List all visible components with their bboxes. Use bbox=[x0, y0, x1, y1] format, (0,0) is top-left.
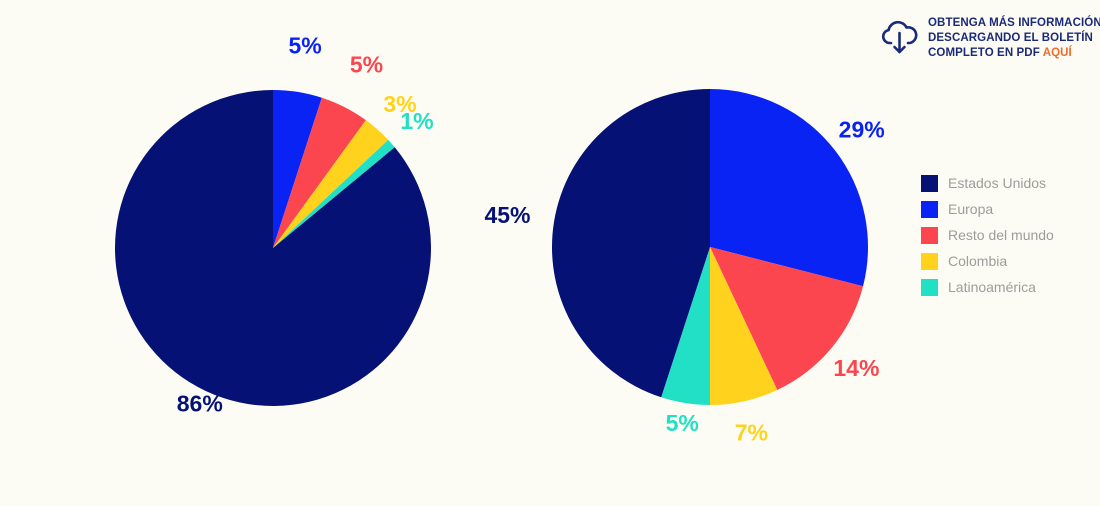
legend-label: Colombia bbox=[948, 253, 1008, 269]
cta-line-3-prefix: COMPLETO EN PDF bbox=[928, 47, 1043, 59]
data-label-europa: 5% bbox=[288, 33, 321, 59]
legend-item-latinoamerica: Latinoamérica bbox=[921, 274, 1054, 300]
data-label-colombia: 7% bbox=[735, 419, 768, 445]
legend: Estados Unidos Europa Resto del mundo Co… bbox=[921, 170, 1054, 300]
data-label-resto-del-mundo: 5% bbox=[350, 52, 383, 78]
legend-label: Europa bbox=[948, 201, 994, 217]
cta-line-2: DESCARGANDO EL BOLETÍN bbox=[928, 32, 1093, 44]
cta-here-link[interactable]: AQUÍ bbox=[1042, 47, 1072, 59]
pie-slice-colombia bbox=[710, 247, 778, 405]
data-label-resto-del-mundo: 14% bbox=[833, 355, 879, 381]
data-label-colombia: 3% bbox=[383, 91, 416, 117]
legend-item-estados-unidos: Estados Unidos bbox=[921, 170, 1054, 196]
cta-line-3: COMPLETO EN PDF AQUÍ bbox=[928, 46, 1100, 61]
pie-slice-resto-del-mundo bbox=[710, 247, 864, 390]
pie-chart-2: 29% 14% 7% 5% 45% bbox=[484, 89, 885, 445]
pie-slice-latinoamerica bbox=[661, 247, 710, 405]
legend-label: Latinoamérica bbox=[948, 279, 1036, 295]
download-bulletin-link[interactable]: OBTENGA MÁS INFORMACIÓN DESCARGANDO EL B… bbox=[880, 16, 1100, 61]
legend-label: Estados Unidos bbox=[948, 175, 1047, 191]
pie-slice-resto-del-mundo bbox=[273, 97, 366, 248]
legend-swatch bbox=[921, 278, 938, 296]
legend-label: Resto del mundo bbox=[948, 227, 1054, 243]
data-label-latinoamerica: 5% bbox=[666, 410, 699, 436]
legend-swatch bbox=[921, 226, 938, 244]
cta-line-1: OBTENGA MÁS INFORMACIÓN bbox=[928, 17, 1100, 29]
pie-slice-europa bbox=[710, 89, 869, 287]
pie-slice-colombia bbox=[273, 120, 389, 248]
data-label-europa: 29% bbox=[839, 116, 885, 142]
data-label-latinoamerica: 1% bbox=[400, 108, 433, 134]
data-label-estados-unidos: 86% bbox=[177, 391, 223, 417]
legend-item-colombia: Colombia bbox=[921, 248, 1054, 274]
data-label-estados-unidos: 45% bbox=[484, 202, 530, 228]
pie-slice-latinoamerica bbox=[273, 139, 395, 248]
cta-text: OBTENGA MÁS INFORMACIÓN DESCARGANDO EL B… bbox=[928, 16, 1100, 61]
legend-item-resto-del-mundo: Resto del mundo bbox=[921, 222, 1054, 248]
legend-swatch bbox=[921, 252, 938, 270]
legend-swatch bbox=[921, 200, 938, 218]
pie-slice-europa bbox=[273, 90, 322, 248]
pie-slice-estados-unidos bbox=[114, 89, 431, 407]
pie-chart-1: 5%5%3%1%86% bbox=[114, 33, 434, 417]
legend-item-europa: Europa bbox=[921, 196, 1054, 222]
legend-swatch bbox=[921, 174, 938, 192]
pie-slice-estados-unidos bbox=[551, 89, 710, 398]
cloud-download-icon bbox=[880, 16, 920, 56]
